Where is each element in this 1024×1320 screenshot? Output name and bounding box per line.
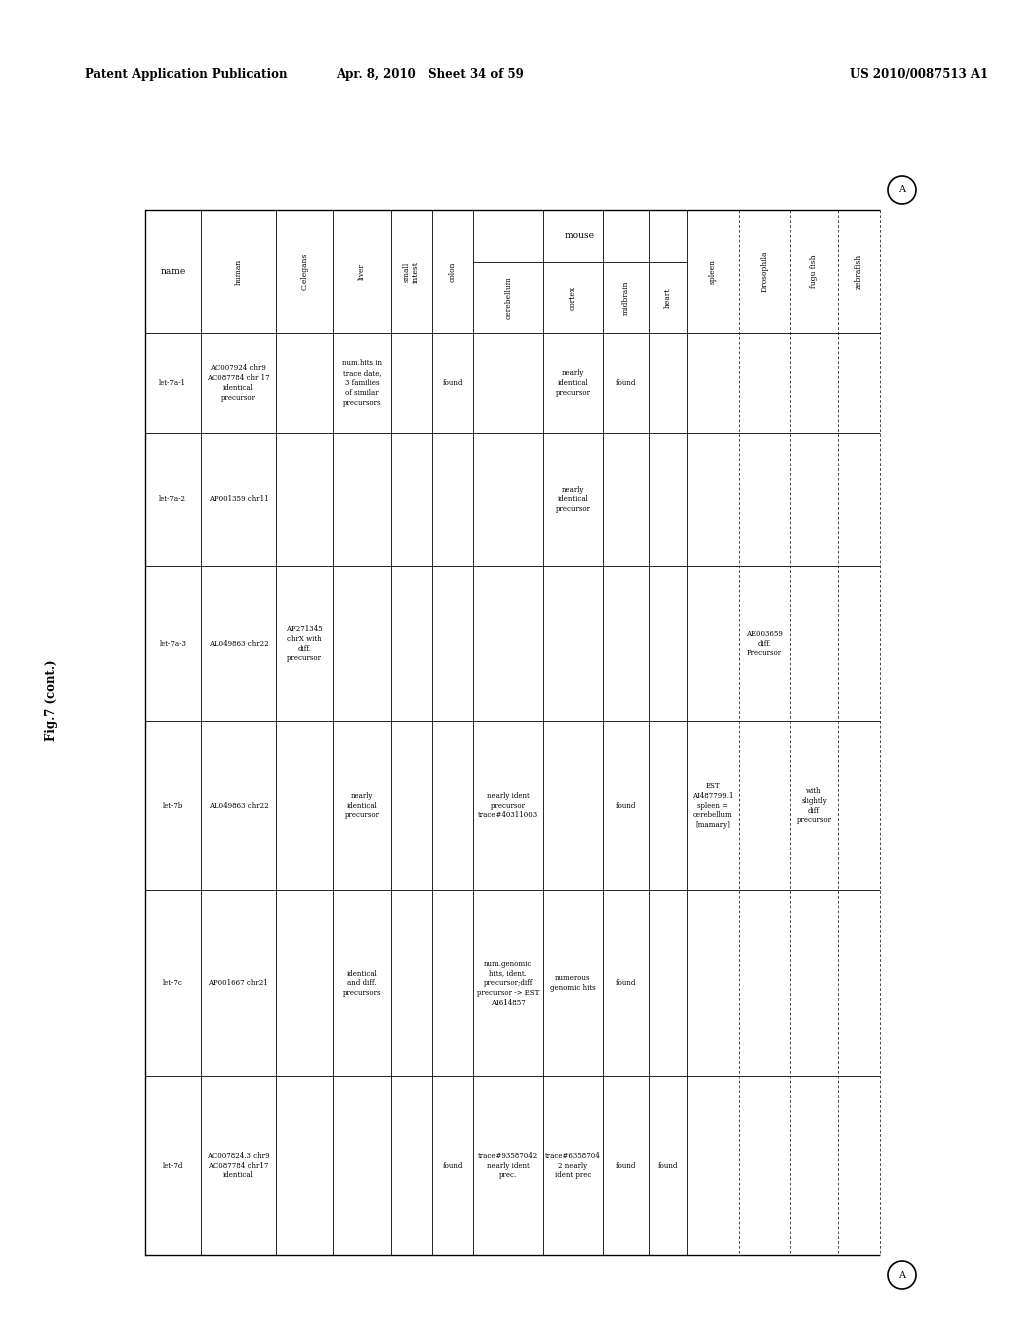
Text: found: found xyxy=(615,379,636,387)
Text: let-7a-2: let-7a-2 xyxy=(160,495,186,503)
Text: let-7a-1: let-7a-1 xyxy=(160,379,186,387)
Text: AL049863 chr22: AL049863 chr22 xyxy=(209,640,268,648)
Text: A: A xyxy=(898,186,905,194)
Text: nearly
identical
precursor: nearly identical precursor xyxy=(555,486,591,513)
Text: AF271345
chrX with
diff.
precursor: AF271345 chrX with diff. precursor xyxy=(287,624,323,663)
Text: name: name xyxy=(160,267,185,276)
Text: found: found xyxy=(657,1162,678,1170)
Text: nearly
identical
precursor: nearly identical precursor xyxy=(344,792,380,820)
Text: AC007824.3 chr9
AC087784 chr17
identical: AC007824.3 chr9 AC087784 chr17 identical xyxy=(207,1152,269,1180)
Text: midbrain: midbrain xyxy=(622,280,630,314)
Text: A: A xyxy=(898,1270,905,1279)
Text: found: found xyxy=(615,979,636,987)
Text: AL049863 chr22: AL049863 chr22 xyxy=(209,801,268,809)
Text: numerous
genomic hits: numerous genomic hits xyxy=(550,974,596,993)
Text: nearly ident
precursor
trace#40311003: nearly ident precursor trace#40311003 xyxy=(478,792,539,820)
Text: found: found xyxy=(442,1162,463,1170)
Text: fugu fish: fugu fish xyxy=(810,255,818,289)
Text: heart: heart xyxy=(664,288,672,308)
Text: identical
and diff.
precursors: identical and diff. precursors xyxy=(343,969,381,997)
Text: C.elegans: C.elegans xyxy=(301,253,308,290)
Text: small
intest: small intest xyxy=(402,261,420,282)
Text: US 2010/0087513 A1: US 2010/0087513 A1 xyxy=(850,69,988,81)
Text: mouse: mouse xyxy=(565,231,595,240)
Text: Fig.7 (cont.): Fig.7 (cont.) xyxy=(45,659,58,741)
Text: num.genomic
hits, ident.
precursor;diff
precursor -> EST
AI614857: num.genomic hits, ident. precursor;diff … xyxy=(477,960,540,1007)
Text: AE003659
diff.
Precursor: AE003659 diff. Precursor xyxy=(745,630,782,657)
Text: let-7b: let-7b xyxy=(163,801,183,809)
Text: human: human xyxy=(234,259,243,285)
Text: trace#93587042
nearly ident
prec.: trace#93587042 nearly ident prec. xyxy=(478,1152,539,1180)
Text: EST
AI487799.1
spleen =
cerebellum
[mamary]: EST AI487799.1 spleen = cerebellum [mama… xyxy=(692,781,733,829)
Text: spleen: spleen xyxy=(709,259,717,284)
Text: found: found xyxy=(442,379,463,387)
Text: found: found xyxy=(615,801,636,809)
Text: Drosophila: Drosophila xyxy=(761,251,768,293)
Text: let-7d: let-7d xyxy=(163,1162,183,1170)
Text: AC007924 chr9
AC087784 chr 17
identical
precursor: AC007924 chr9 AC087784 chr 17 identical … xyxy=(207,364,269,401)
Text: with
slightly
diff
precursor: with slightly diff precursor xyxy=(797,787,831,825)
Text: let-7c: let-7c xyxy=(163,979,182,987)
Text: let-7a-3: let-7a-3 xyxy=(160,640,186,648)
Text: Apr. 8, 2010   Sheet 34 of 59: Apr. 8, 2010 Sheet 34 of 59 xyxy=(336,69,524,81)
Text: AP001359 chr11: AP001359 chr11 xyxy=(209,495,268,503)
Text: num.hits in
trace date,
3 families
of similar
precursors: num.hits in trace date, 3 families of si… xyxy=(342,359,382,407)
Text: zebrafish: zebrafish xyxy=(855,253,863,289)
Text: found: found xyxy=(615,1162,636,1170)
Text: AP001667 chr21: AP001667 chr21 xyxy=(209,979,268,987)
Text: cerebellum: cerebellum xyxy=(504,276,512,319)
Text: colon: colon xyxy=(449,261,457,282)
Text: Patent Application Publication: Patent Application Publication xyxy=(85,69,288,81)
Text: trace#6358704
2 nearly
ident prec: trace#6358704 2 nearly ident prec xyxy=(545,1152,601,1180)
Text: nearly
identical
precursor: nearly identical precursor xyxy=(555,370,591,397)
Text: liver: liver xyxy=(358,263,366,280)
Text: cortex: cortex xyxy=(569,285,577,310)
